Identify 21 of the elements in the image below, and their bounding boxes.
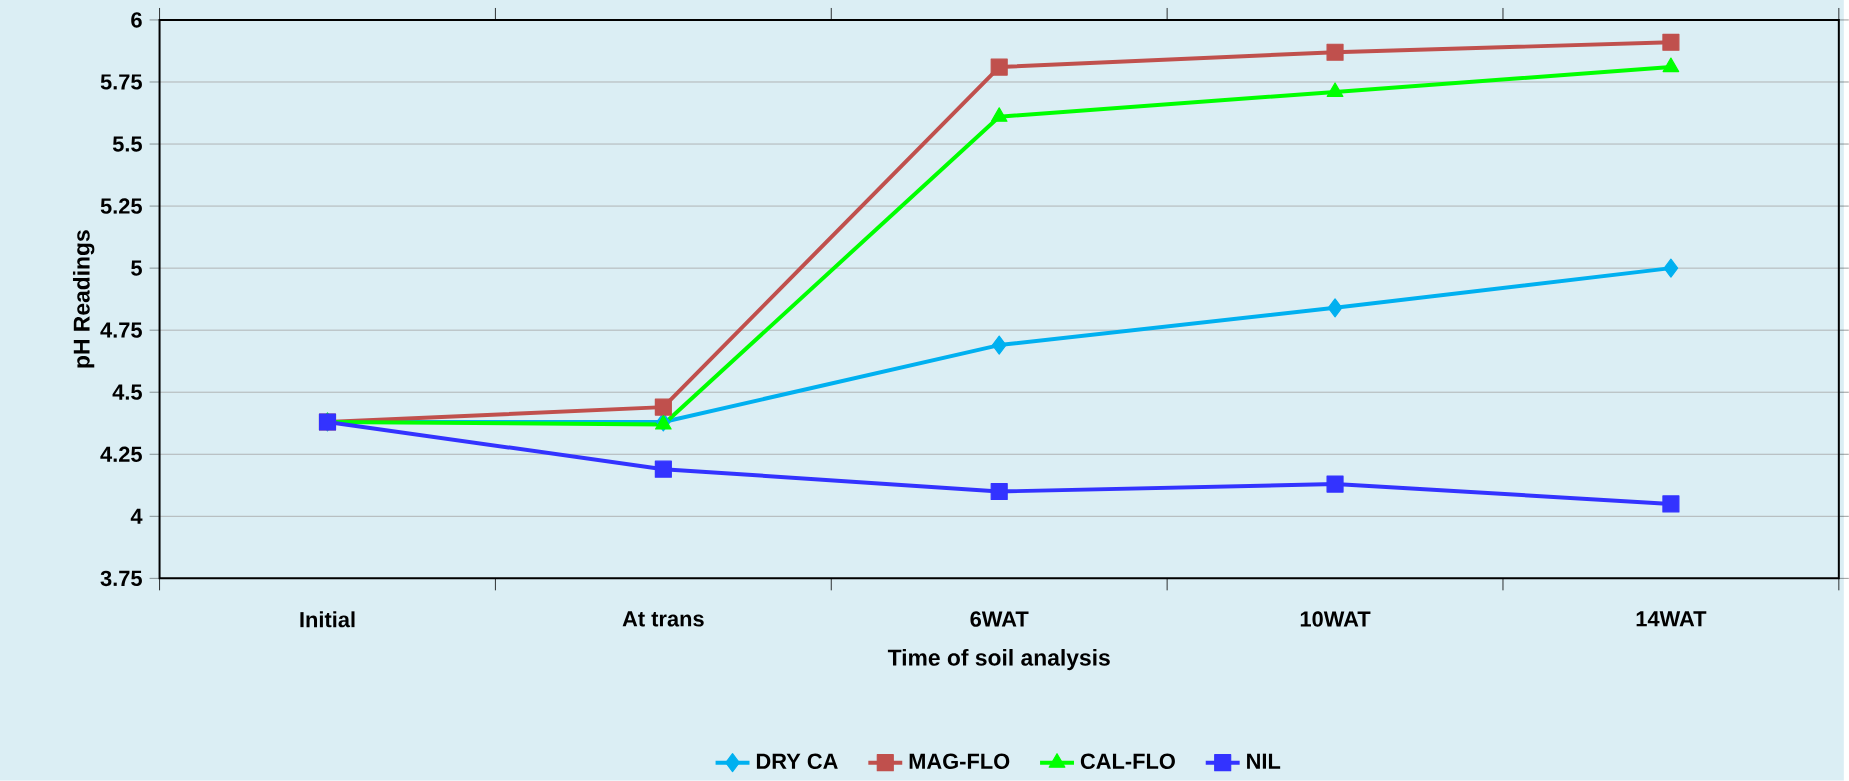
y-tick-label: 4.75 bbox=[100, 322, 142, 338]
y-tick-label: 4.25 bbox=[100, 446, 142, 463]
x-tick-label: At trans bbox=[622, 611, 704, 627]
legend-label: NIL bbox=[1247, 753, 1281, 769]
y-tick-label: 4.5 bbox=[112, 384, 142, 400]
x-tick-label: Initial bbox=[300, 611, 355, 628]
y-tick-label: 4 bbox=[130, 508, 143, 524]
y-tick-label: 5 bbox=[131, 260, 142, 276]
y-tick-label: 5.5 bbox=[112, 136, 142, 152]
y-tick-label: 5.25 bbox=[100, 198, 142, 214]
x-tick-label: 6WAT bbox=[970, 611, 1029, 627]
legend-label: DRY CA bbox=[756, 753, 838, 770]
legend-label: CAL-FLO bbox=[1080, 753, 1175, 770]
y-tick-label: 3.75 bbox=[100, 570, 142, 587]
y-tick-label: 6 bbox=[131, 12, 142, 28]
y-tick-label: 5.75 bbox=[100, 74, 142, 90]
x-axis-title: Time of soil analysis bbox=[887, 649, 1110, 671]
x-tick-label: 14WAT bbox=[1636, 611, 1707, 627]
legend-label: MAG-FLO bbox=[909, 753, 1010, 770]
x-tick-label: 10WAT bbox=[1300, 611, 1371, 627]
y-axis-title: pH Readings bbox=[72, 230, 95, 368]
